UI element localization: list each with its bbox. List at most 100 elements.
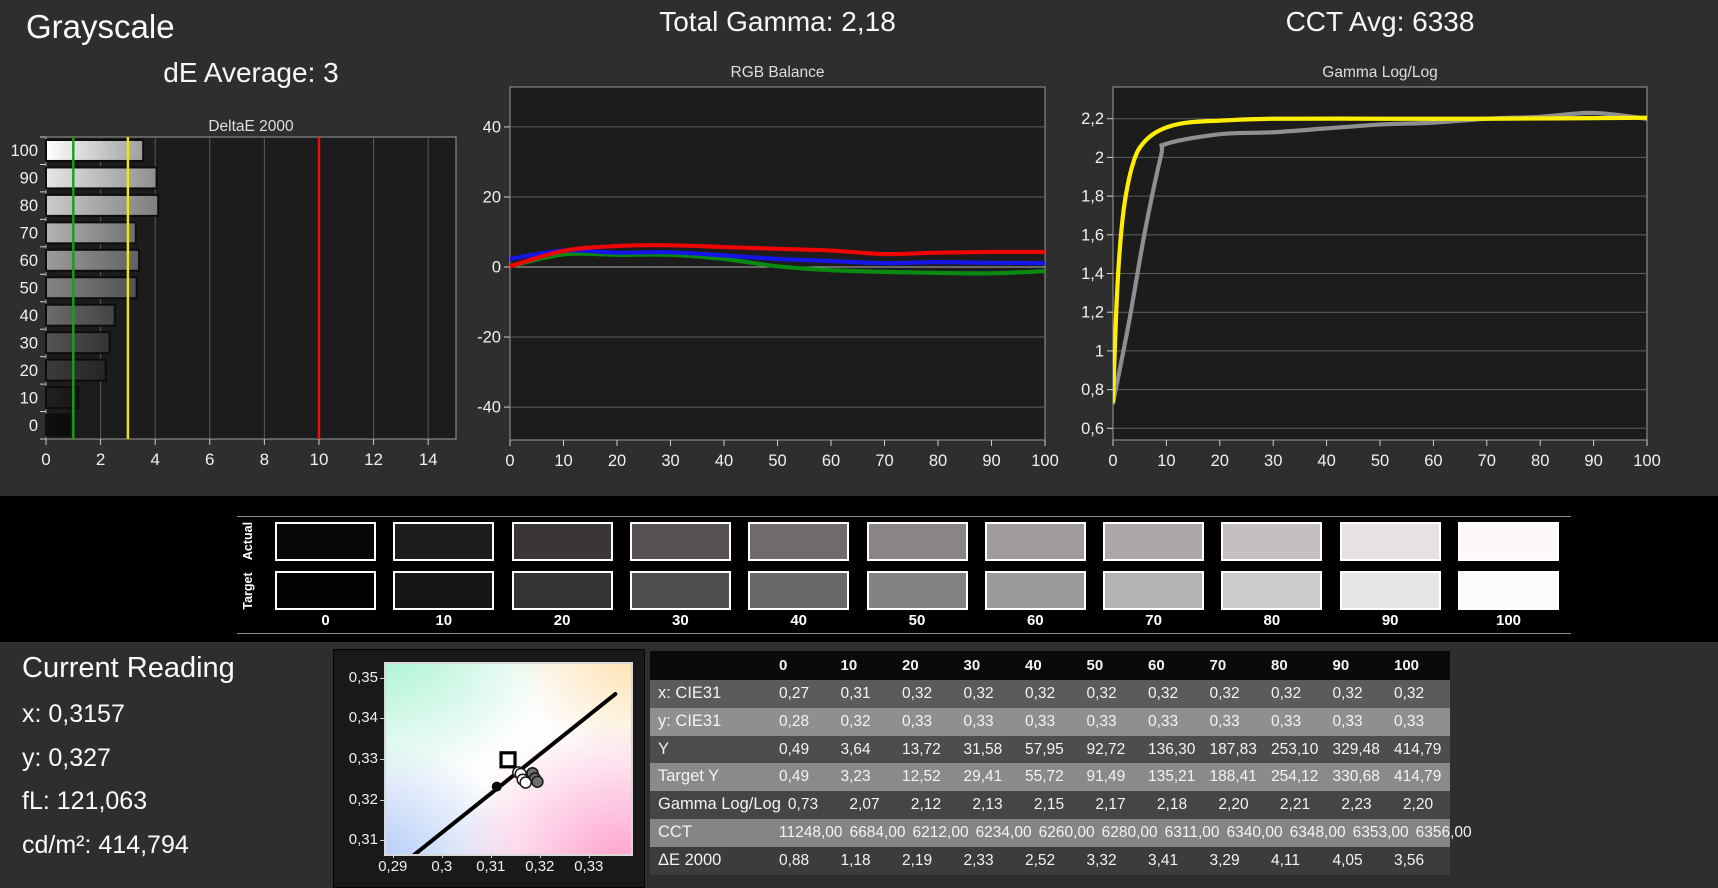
cie-x-tick-label: 0,29 [378, 858, 408, 875]
table-cell: 0,33 [1394, 712, 1425, 730]
tick-label: 70 [875, 452, 893, 470]
cie-y-tick-label: 0,31 [348, 831, 378, 849]
de-bar-30 [45, 331, 111, 355]
series-red [510, 243, 1045, 269]
table-col-header: 70 [1209, 657, 1227, 674]
table-col-header: 90 [1332, 657, 1350, 674]
table-cell: 253,10 [1271, 740, 1319, 758]
cie-x-tick-label: 0,31 [476, 858, 506, 875]
table-cell: 6311,00 [1164, 823, 1220, 841]
tick-label: 80 [1531, 452, 1549, 470]
tick-label: 60 [20, 252, 38, 270]
tick-label: 40 [715, 452, 733, 470]
rgb-balance-chart: 40 20 0 -20 -40 0 10 20 30 40 50 60 70 80 90 100 [477, 86, 1059, 470]
cie-y-tick-label: 0,33 [348, 750, 378, 768]
cie-y-tick [380, 718, 384, 720]
de-bar-100 [45, 139, 145, 162]
daylight-locus-line [411, 692, 618, 854]
tick-label: 10 [554, 452, 572, 470]
table-cell: 2,13 [972, 796, 1003, 814]
table-cell: 6212,00 [912, 823, 969, 841]
table-cell: 2,17 [1095, 796, 1126, 814]
reading-cdm2-value: cd/m²: 414,794 [22, 831, 189, 859]
table-cell: 0,33 [1332, 712, 1363, 730]
tick-label: 20 [608, 452, 626, 470]
table-cell: 0,33 [1025, 712, 1056, 730]
table-row-label: x: CIE31 [658, 684, 722, 702]
tick-label: 60 [822, 452, 840, 470]
tick-label: 20 [483, 188, 501, 206]
de-bar-50 [45, 276, 138, 300]
page-title: Grayscale [26, 8, 175, 45]
gamma-loglog-chart: 0,6 0,8 1 1,2 1,4 1,6 1,8 2 2,2 0 10 20 30 40 50 60 70 80… [1081, 86, 1661, 470]
tick-label: 70 [1478, 452, 1496, 470]
cie-y-tick [380, 840, 384, 842]
cie-y-tick [380, 677, 384, 679]
deltae-chart-title: DeltaE 2000 [208, 118, 294, 135]
table-cell: 6260,00 [1038, 823, 1095, 841]
tick-label: 2 [96, 450, 105, 469]
swatch-level-label: 60 [1026, 612, 1044, 629]
tick-label: 10 [20, 389, 38, 407]
current-reading-title: Current Reading [22, 652, 235, 684]
tick-label: 30 [661, 452, 679, 470]
cie-x-tick-label: 0,32 [525, 858, 555, 875]
table-cell: 11248,00 [779, 823, 843, 841]
tick-label: 1 [1095, 342, 1104, 360]
table-cell: 330,68 [1332, 768, 1380, 786]
table-cell: 188,41 [1209, 768, 1257, 786]
table-cell: 1,18 [840, 851, 871, 869]
table-col-header: 60 [1148, 657, 1165, 674]
table-col-header: 0 [779, 657, 788, 674]
de-bar-70 [45, 221, 137, 245]
tick-label: 10 [310, 450, 329, 469]
gamma-loglog-chart-title: Gamma Log/Log [1322, 64, 1438, 81]
table-cell: 2,52 [1025, 851, 1056, 869]
table-col-header: 50 [1086, 657, 1104, 674]
table-row-label: ΔE 2000 [658, 850, 722, 869]
tick-label: 1,6 [1081, 226, 1104, 244]
cie-x-tick [588, 853, 590, 858]
tick-label: 1,2 [1081, 304, 1104, 322]
table-cell: 2,07 [849, 796, 880, 814]
table-cell: 0,33 [1148, 712, 1179, 730]
table-cell: 4,05 [1332, 851, 1363, 869]
table-cell: 2,18 [1156, 796, 1188, 814]
tick-label: 50 [20, 280, 38, 298]
table-cell: 13,72 [902, 740, 941, 758]
swatch-target-20 [511, 571, 613, 610]
table-row: y: CIE31 0,28 0,32 0,33 0,33 0,33 0,33 0,33 0,33… [650, 707, 1450, 736]
de-bar-90 [45, 166, 158, 190]
cie-x-tick [539, 853, 541, 858]
table-cell: 12,52 [902, 768, 941, 786]
table-row-label: Target Y [658, 767, 720, 786]
tick-label: 80 [20, 197, 38, 215]
table-row-label: y: CIE31 [658, 711, 722, 730]
table-cell: 2,12 [910, 796, 942, 814]
cie-y-tick [380, 799, 384, 801]
tick-label: 6 [205, 450, 214, 469]
tick-label: 0,6 [1081, 420, 1104, 438]
plot-area [1112, 86, 1648, 441]
table-row: Y 0,49 3,64 13,72 31,58 57,95 92,72 136,30 187,8… [650, 735, 1450, 764]
swatch-level-label: 40 [790, 612, 808, 629]
table-cell: 92,72 [1086, 740, 1126, 758]
tick-label: 12 [364, 450, 383, 469]
tick-label: 14 [419, 450, 438, 469]
swatch-target-70 [1103, 571, 1205, 610]
swatch-table-top-border [237, 516, 1571, 517]
cie-y-tick-label: 0,32 [348, 790, 378, 808]
table-cell: 2,15 [1033, 796, 1065, 814]
table-cell: 0,73 [787, 796, 819, 814]
cie-y-tick-label: 0,34 [348, 709, 378, 727]
table-cell: 135,21 [1148, 768, 1196, 786]
swatch-level-label: 10 [435, 612, 453, 629]
series-blue [510, 248, 1045, 266]
table-cell: 187,83 [1209, 740, 1257, 758]
table-cell: 3,64 [840, 740, 871, 758]
table-row-label: CCT [658, 822, 692, 841]
table-col-header: 10 [840, 657, 858, 674]
table-cell: 0,33 [1271, 712, 1302, 730]
table-cell: 329,48 [1332, 740, 1380, 758]
